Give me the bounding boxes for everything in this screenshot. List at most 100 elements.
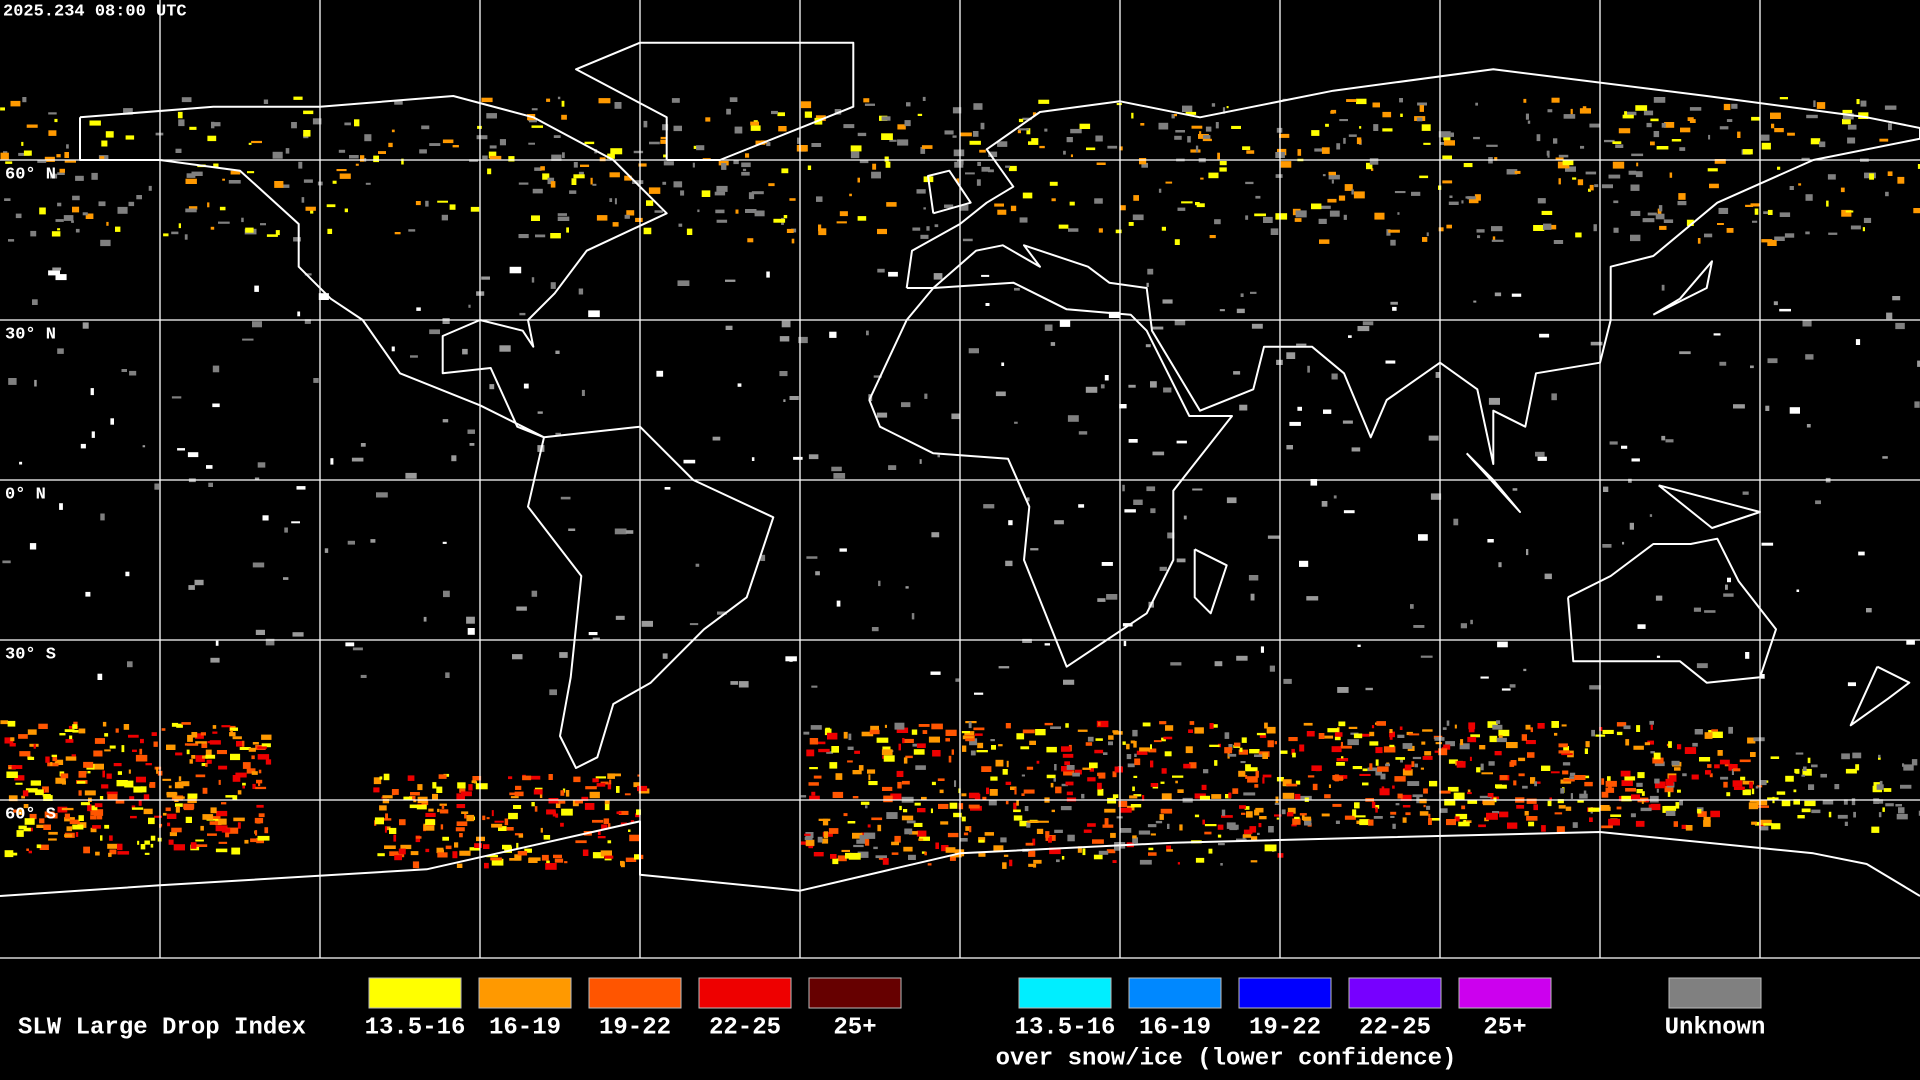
cloud-patch: [1267, 740, 1274, 748]
cloud-patch: [779, 371, 788, 377]
cloud-patch: [60, 773, 69, 779]
cloud-patch: [1467, 800, 1478, 804]
cloud-patch: [1914, 401, 1920, 408]
cloud-patch: [664, 487, 671, 490]
cloud-patch: [1435, 742, 1442, 745]
cloud-patch: [620, 861, 625, 868]
cloud-patch: [956, 178, 959, 184]
cloud-patch: [1388, 229, 1400, 233]
cloud-patch: [1314, 148, 1325, 152]
lat-label: 60° S: [5, 805, 56, 824]
cloud-patch: [298, 161, 303, 169]
cloud-patch: [1093, 854, 1103, 860]
cloud-patch: [1051, 809, 1055, 813]
legend-label: 19-22: [599, 1014, 671, 1041]
cloud-patch: [1013, 802, 1017, 810]
cloud-patch: [1132, 786, 1135, 792]
cloud-patch: [1282, 792, 1295, 799]
cloud-patch: [1306, 596, 1319, 601]
cloud-patch: [1028, 141, 1039, 145]
cloud-patch: [1450, 132, 1454, 137]
cloud-patch: [864, 103, 875, 106]
cloud-patch: [1467, 789, 1471, 793]
cloud-patch: [553, 854, 562, 859]
cloud-patch: [506, 827, 514, 831]
cloud-patch: [66, 826, 72, 832]
cloud-patch: [1402, 769, 1413, 776]
cloud-patch: [1711, 731, 1723, 738]
cloud-patch: [1430, 493, 1442, 500]
cloud-patch: [662, 124, 669, 131]
cloud-patch: [1291, 748, 1295, 755]
cloud-patch: [139, 748, 143, 755]
cloud-patch: [1013, 809, 1021, 813]
cloud-patch: [189, 759, 193, 764]
cloud-patch: [808, 782, 819, 786]
cloud-patch: [937, 454, 940, 458]
cloud-patch: [1496, 737, 1507, 743]
coastline: [905, 68, 1920, 465]
cloud-patch: [1026, 497, 1030, 502]
cloud-patch: [633, 782, 640, 788]
cloud-patch: [1637, 624, 1646, 629]
cloud-patch: [1801, 808, 1811, 813]
cloud-patch: [1497, 641, 1508, 648]
cloud-patch: [1453, 792, 1465, 800]
cloud-patch: [1599, 727, 1603, 731]
cloud-patch: [360, 443, 366, 447]
cloud-patch: [1046, 774, 1056, 779]
cloud-patch: [1100, 384, 1105, 389]
cloud-patch: [1640, 807, 1652, 812]
cloud-patch: [1518, 773, 1525, 777]
cloud-patch: [1044, 324, 1053, 331]
cloud-patch: [1629, 522, 1634, 530]
cloud-patch: [995, 391, 1006, 397]
cloud-patch: [370, 539, 376, 543]
cloud-patch: [1353, 191, 1365, 199]
cloud-patch: [1331, 179, 1334, 184]
cloud-patch: [921, 851, 926, 854]
cloud-patch: [1544, 573, 1552, 580]
legend-label: 16-19: [1139, 1014, 1211, 1041]
cloud-patch: [1779, 308, 1791, 312]
cloud-patch: [857, 132, 867, 137]
cloud-patch: [1654, 781, 1666, 789]
cloud-patch: [578, 288, 584, 295]
cloud-patch: [994, 203, 1004, 207]
cloud-patch: [498, 826, 507, 831]
cloud-patch: [662, 181, 667, 185]
cloud-patch: [1551, 721, 1559, 728]
cloud-patch: [954, 780, 957, 787]
cloud-patch: [1685, 825, 1693, 831]
cloud-patch: [55, 274, 67, 281]
cloud-patch: [1009, 859, 1013, 867]
cloud-patch: [562, 152, 565, 159]
cloud-patch: [161, 728, 166, 731]
cloud-patch: [11, 765, 23, 769]
cloud-patch: [1371, 801, 1376, 809]
cloud-patch: [389, 827, 397, 834]
cloud-patch: [614, 198, 617, 205]
cloud-patch: [213, 163, 219, 168]
cloud-patch: [852, 832, 863, 839]
cloud-patch: [1879, 780, 1883, 787]
cloud-patch: [1853, 811, 1856, 818]
cloud-patch: [1243, 829, 1253, 835]
cloud-patch: [1720, 776, 1729, 780]
cloud-patch: [47, 762, 59, 767]
cloud-patch: [1439, 790, 1451, 794]
cloud-patch: [89, 120, 101, 126]
cloud-patch: [105, 131, 114, 138]
cloud-patch: [1713, 333, 1721, 336]
cloud-patch: [1013, 815, 1023, 821]
cloud-patch: [1703, 816, 1711, 823]
cloud-patch: [1365, 687, 1373, 691]
cloud-patch: [611, 773, 621, 777]
cloud-patch: [149, 782, 156, 788]
cloud-patch: [1248, 575, 1259, 581]
cloud-patch: [546, 98, 551, 102]
cloud-patch: [1325, 123, 1329, 127]
cloud-patch: [1653, 752, 1661, 760]
legend-label: 13.5-16: [1015, 1014, 1116, 1041]
